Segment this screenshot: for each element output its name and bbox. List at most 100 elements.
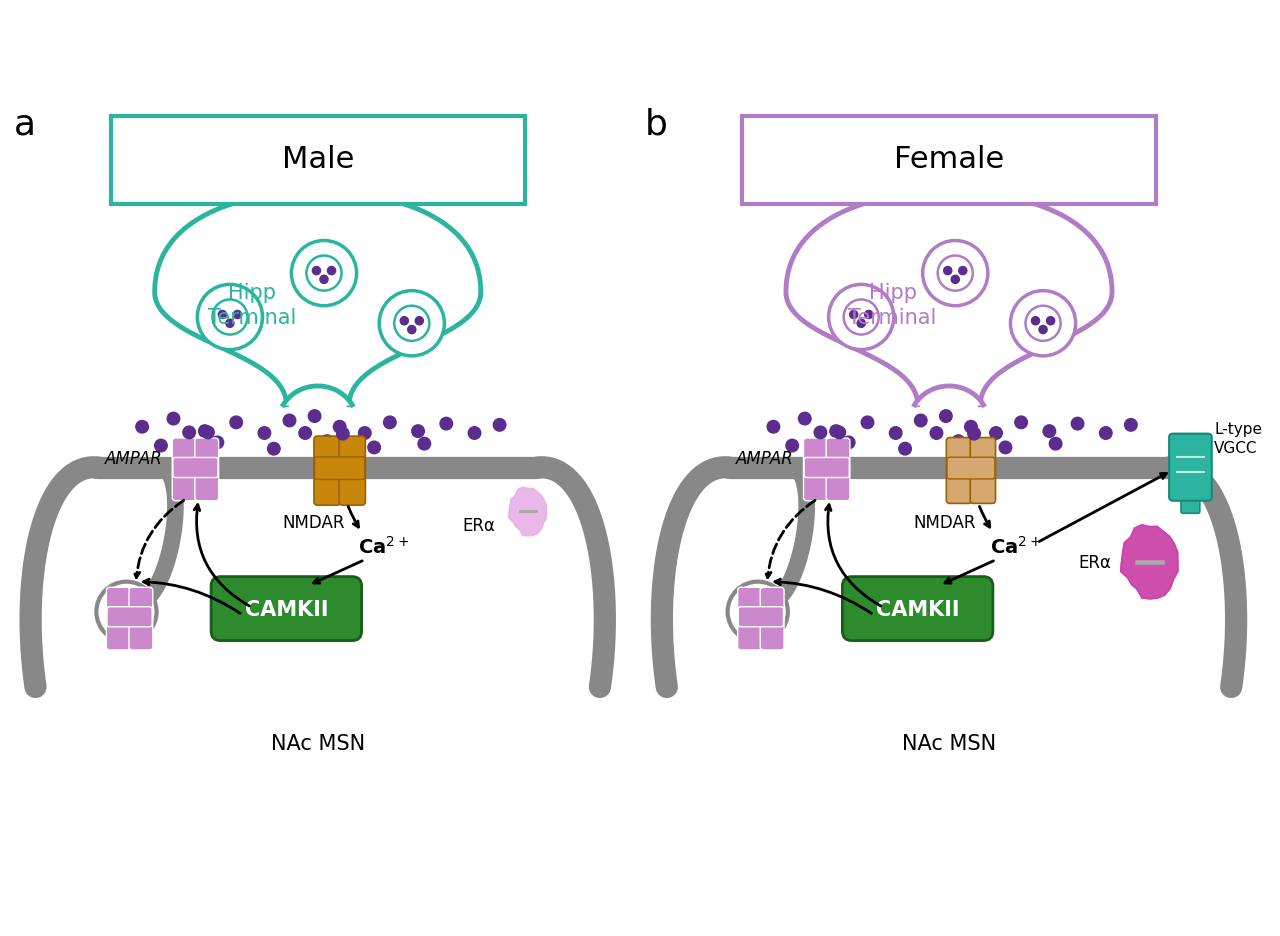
Circle shape — [225, 320, 234, 328]
Circle shape — [989, 427, 1002, 440]
Circle shape — [300, 427, 311, 440]
Circle shape — [197, 285, 262, 350]
Text: a: a — [14, 108, 36, 141]
Circle shape — [943, 267, 952, 275]
Text: L-type
VGCC: L-type VGCC — [1215, 422, 1262, 455]
FancyBboxPatch shape — [970, 438, 996, 504]
FancyBboxPatch shape — [804, 439, 827, 501]
FancyBboxPatch shape — [842, 577, 993, 641]
Circle shape — [333, 421, 346, 433]
Circle shape — [1010, 291, 1075, 357]
Text: AMPAR: AMPAR — [105, 449, 163, 468]
Circle shape — [1015, 417, 1028, 430]
FancyBboxPatch shape — [1169, 434, 1212, 501]
Circle shape — [940, 410, 952, 423]
Circle shape — [401, 317, 408, 326]
Circle shape — [96, 582, 156, 642]
Circle shape — [1039, 326, 1047, 334]
FancyBboxPatch shape — [826, 439, 850, 501]
Circle shape — [850, 311, 858, 319]
Circle shape — [358, 427, 371, 440]
Circle shape — [814, 427, 827, 439]
Text: NMDAR: NMDAR — [914, 513, 975, 531]
Circle shape — [155, 440, 168, 452]
Circle shape — [968, 428, 980, 441]
FancyBboxPatch shape — [108, 607, 152, 627]
Circle shape — [786, 440, 799, 452]
Circle shape — [931, 427, 943, 440]
Text: NAc MSN: NAc MSN — [902, 734, 996, 753]
Text: $\mathbf{Ca}^{2+}$: $\mathbf{Ca}^{2+}$ — [989, 535, 1041, 557]
Text: Female: Female — [893, 145, 1004, 174]
FancyBboxPatch shape — [314, 437, 340, 505]
Circle shape — [259, 427, 270, 440]
Circle shape — [952, 435, 965, 448]
FancyBboxPatch shape — [1181, 494, 1199, 514]
Circle shape — [412, 425, 425, 438]
Circle shape — [865, 311, 873, 319]
Circle shape — [168, 413, 179, 425]
Text: b: b — [645, 108, 668, 141]
Circle shape — [136, 421, 148, 433]
Circle shape — [799, 413, 812, 425]
Circle shape — [914, 415, 927, 427]
Polygon shape — [914, 387, 983, 405]
Circle shape — [951, 276, 959, 285]
Circle shape — [321, 435, 333, 448]
Circle shape — [198, 425, 211, 438]
Text: ERα: ERα — [462, 517, 495, 534]
Circle shape — [1050, 438, 1062, 450]
FancyBboxPatch shape — [947, 458, 995, 479]
Circle shape — [1032, 317, 1039, 326]
Circle shape — [858, 320, 865, 328]
Circle shape — [493, 419, 506, 431]
Circle shape — [767, 421, 780, 433]
Circle shape — [320, 276, 328, 285]
Circle shape — [337, 428, 349, 441]
FancyBboxPatch shape — [111, 117, 525, 205]
FancyBboxPatch shape — [106, 588, 131, 651]
Text: ERα: ERα — [1078, 553, 1111, 571]
Circle shape — [1043, 425, 1056, 438]
Circle shape — [1000, 442, 1011, 454]
Text: AMPAR: AMPAR — [736, 449, 794, 468]
FancyBboxPatch shape — [739, 607, 783, 627]
FancyBboxPatch shape — [195, 439, 219, 501]
Polygon shape — [786, 193, 1112, 405]
Circle shape — [328, 267, 335, 275]
Circle shape — [829, 425, 842, 438]
Circle shape — [211, 437, 224, 449]
FancyBboxPatch shape — [339, 437, 365, 505]
Text: Hipp
Terminal: Hipp Terminal — [849, 283, 937, 328]
Circle shape — [219, 311, 227, 319]
Circle shape — [415, 317, 424, 326]
Text: NMDAR: NMDAR — [282, 513, 344, 531]
Circle shape — [384, 417, 396, 430]
Circle shape — [1100, 427, 1112, 440]
Circle shape — [312, 267, 320, 275]
Text: CAMKII: CAMKII — [244, 599, 328, 619]
Circle shape — [283, 415, 296, 427]
FancyBboxPatch shape — [742, 117, 1156, 205]
Circle shape — [923, 241, 988, 306]
Polygon shape — [155, 193, 481, 405]
Circle shape — [379, 291, 444, 357]
Circle shape — [890, 427, 902, 440]
Polygon shape — [508, 488, 547, 536]
Circle shape — [833, 427, 846, 439]
Text: CAMKII: CAMKII — [876, 599, 960, 619]
Circle shape — [440, 417, 453, 431]
Circle shape — [468, 427, 481, 440]
Text: Male: Male — [282, 145, 353, 174]
FancyBboxPatch shape — [737, 588, 762, 651]
Circle shape — [233, 311, 242, 319]
FancyBboxPatch shape — [946, 438, 972, 504]
Polygon shape — [1120, 525, 1178, 599]
Text: NAc MSN: NAc MSN — [270, 734, 365, 753]
Circle shape — [1047, 317, 1055, 326]
Circle shape — [828, 285, 893, 350]
Circle shape — [268, 443, 280, 456]
Circle shape — [230, 417, 242, 430]
Circle shape — [419, 438, 430, 450]
Circle shape — [842, 437, 855, 449]
